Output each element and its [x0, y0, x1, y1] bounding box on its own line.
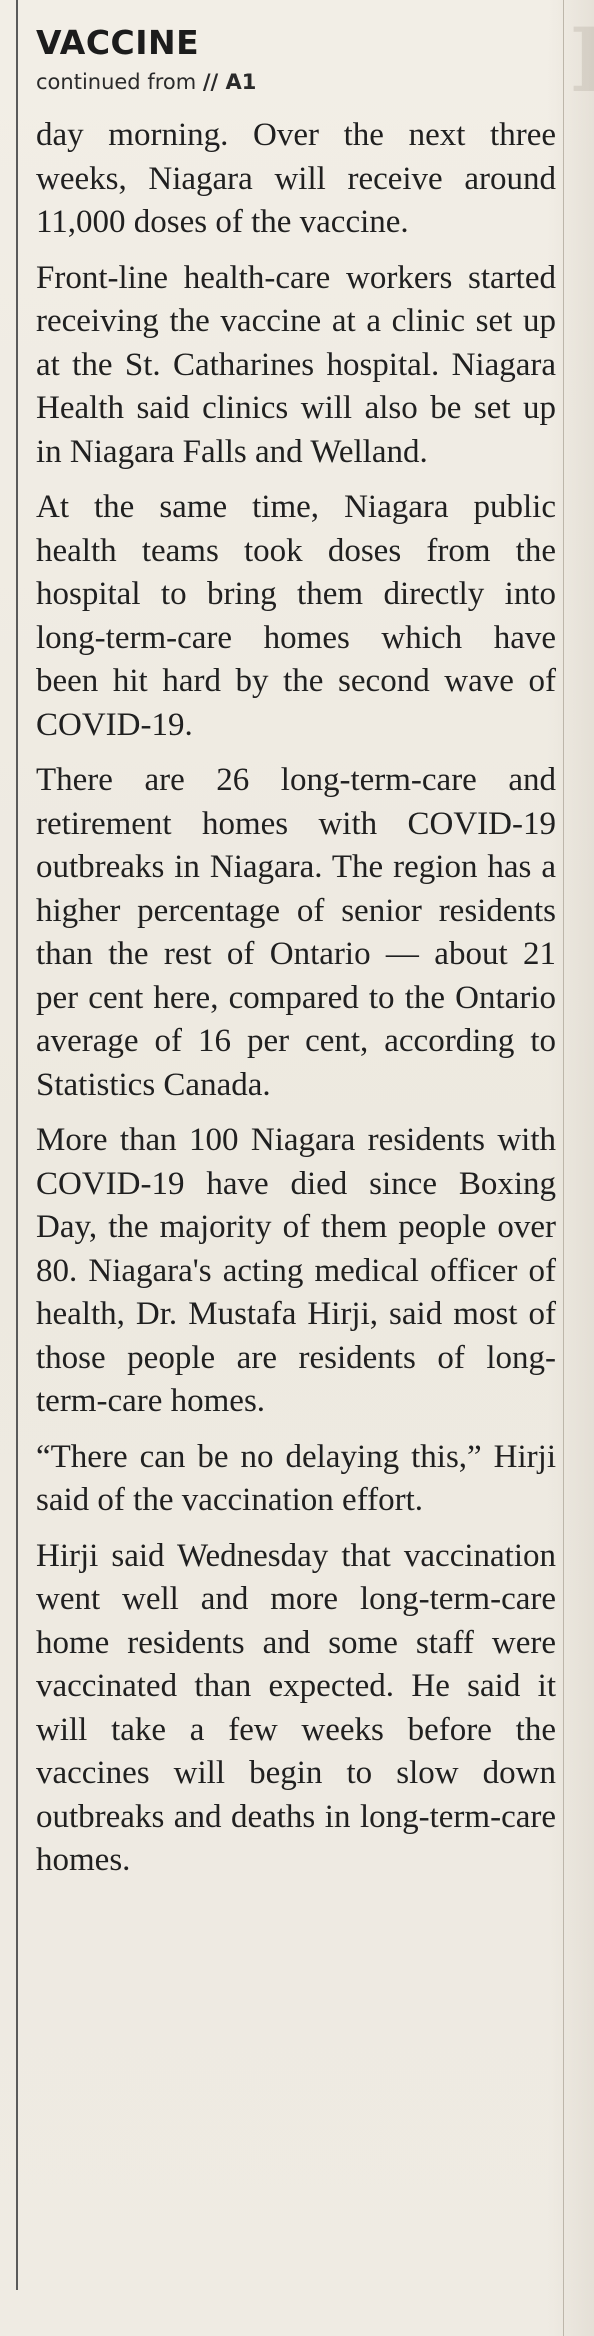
paragraph-3: At the same time, Niagara public health …	[36, 489, 556, 743]
article-column: VACCINE continued from // A1 day morning…	[36, 24, 556, 1895]
jump-line-reference: // A1	[202, 70, 257, 94]
paragraph-4: There are 26 long-term-care and retireme…	[36, 762, 556, 1103]
jump-line-prefix: continued from	[36, 70, 203, 94]
paragraph-1: day morning. Over the next three weeks, …	[36, 117, 556, 240]
article-kicker: VACCINE	[36, 23, 200, 62]
paragraph-2: Front-line health-care workers started r…	[36, 259, 556, 470]
column-rule-left	[16, 0, 18, 2290]
column-rule-right	[563, 0, 564, 2336]
adjacent-column-bleed: F	[548, 0, 594, 2336]
paragraph-7: Hirji said Wednesday that vaccination we…	[36, 1537, 556, 1879]
jump-line: continued from // A1	[36, 66, 556, 98]
paragraph-5: More than 100 Niagara residents with COV…	[36, 1122, 556, 1419]
paragraph-6: “There can be no delaying this,” Hirji s…	[36, 1438, 556, 1519]
adjacent-headline-fragment: F	[570, 8, 594, 112]
